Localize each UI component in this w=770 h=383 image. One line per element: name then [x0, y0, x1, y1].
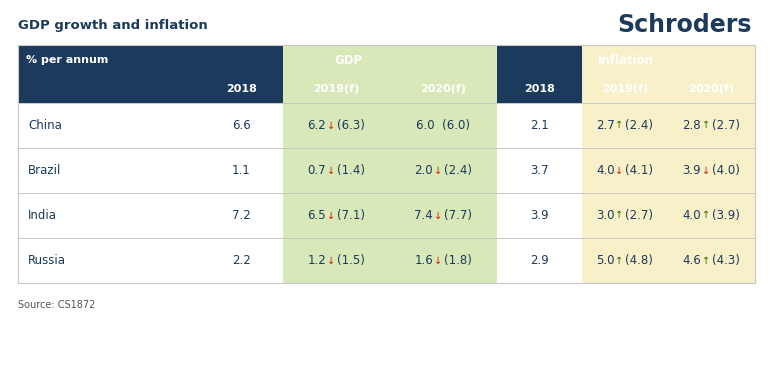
Text: 5.0: 5.0: [596, 254, 614, 267]
Text: Brazil: Brazil: [28, 164, 62, 177]
Text: 7.4: 7.4: [414, 209, 433, 222]
Text: (1.8): (1.8): [444, 254, 472, 267]
Text: 3.7: 3.7: [531, 164, 549, 177]
Text: (2.4): (2.4): [444, 164, 472, 177]
Bar: [18, 45, 755, 103]
Bar: [18, 45, 200, 103]
Text: (4.0): (4.0): [711, 164, 740, 177]
Bar: [582, 45, 668, 283]
Text: Russia: Russia: [28, 254, 66, 267]
Text: ↑: ↑: [615, 211, 624, 221]
Text: 2.9: 2.9: [530, 254, 549, 267]
Text: 0.7: 0.7: [307, 164, 326, 177]
Text: GDP growth and inflation: GDP growth and inflation: [18, 18, 208, 31]
Text: 2018: 2018: [226, 84, 257, 94]
Text: 4.6: 4.6: [682, 254, 701, 267]
Text: 2.1: 2.1: [530, 119, 549, 132]
Text: ↓: ↓: [327, 165, 335, 175]
Text: 1.1: 1.1: [232, 164, 251, 177]
Text: 2.0: 2.0: [414, 164, 433, 177]
Text: ↓: ↓: [434, 255, 442, 265]
Bar: [18, 45, 755, 283]
Text: 3.0: 3.0: [596, 209, 614, 222]
Text: China: China: [28, 119, 62, 132]
Text: ↓: ↓: [434, 165, 442, 175]
Text: 2.2: 2.2: [232, 254, 251, 267]
Text: 2018: 2018: [524, 84, 555, 94]
Bar: [390, 45, 497, 103]
Text: 3.9: 3.9: [531, 209, 549, 222]
Bar: [582, 45, 668, 103]
Text: ↑: ↑: [615, 121, 624, 131]
Text: 2020(f): 2020(f): [420, 84, 467, 94]
Text: ↓: ↓: [327, 121, 335, 131]
Text: ↑: ↑: [702, 211, 710, 221]
Text: (7.1): (7.1): [336, 209, 365, 222]
Text: Schroders: Schroders: [618, 13, 752, 37]
Text: 2019(f): 2019(f): [602, 84, 648, 94]
Text: (4.8): (4.8): [625, 254, 653, 267]
Text: 7.2: 7.2: [232, 209, 251, 222]
Text: 2019(f): 2019(f): [313, 84, 360, 94]
Bar: [283, 45, 390, 283]
Text: 6.6: 6.6: [232, 119, 251, 132]
Text: ↑: ↑: [702, 255, 710, 265]
Text: 6.2: 6.2: [307, 119, 326, 132]
Text: (6.3): (6.3): [336, 119, 365, 132]
Text: ↓: ↓: [327, 211, 335, 221]
Text: (7.7): (7.7): [444, 209, 472, 222]
Text: (2.7): (2.7): [625, 209, 653, 222]
Bar: [668, 45, 755, 283]
Text: ↑: ↑: [615, 255, 624, 265]
Text: ↓: ↓: [702, 165, 710, 175]
Text: (1.4): (1.4): [336, 164, 365, 177]
Text: (2.4): (2.4): [625, 119, 653, 132]
Bar: [200, 45, 283, 103]
Text: ↓: ↓: [434, 211, 442, 221]
Text: 4.0: 4.0: [596, 164, 614, 177]
Text: 6.0  (6.0): 6.0 (6.0): [417, 119, 470, 132]
Text: 1.6: 1.6: [414, 254, 433, 267]
Bar: [283, 45, 390, 103]
Text: ↓: ↓: [327, 255, 335, 265]
Text: Inflation: Inflation: [598, 54, 654, 67]
Text: India: India: [28, 209, 57, 222]
Text: 6.5: 6.5: [307, 209, 326, 222]
Text: (4.3): (4.3): [711, 254, 740, 267]
Text: GDP: GDP: [334, 54, 363, 67]
Bar: [18, 45, 755, 103]
Text: Source: CS1872: Source: CS1872: [18, 300, 95, 310]
Bar: [497, 45, 582, 103]
Text: 3.9: 3.9: [682, 164, 701, 177]
Text: 4.0: 4.0: [682, 209, 701, 222]
Text: 1.2: 1.2: [307, 254, 326, 267]
Text: ↓: ↓: [615, 165, 624, 175]
Text: (2.7): (2.7): [711, 119, 740, 132]
Text: (4.1): (4.1): [625, 164, 653, 177]
Text: ↑: ↑: [702, 121, 710, 131]
Text: 2020(f): 2020(f): [688, 84, 735, 94]
Text: (3.9): (3.9): [711, 209, 740, 222]
Text: % per annum: % per annum: [26, 55, 109, 65]
Bar: [668, 45, 755, 103]
Text: (1.5): (1.5): [336, 254, 365, 267]
Text: 2.7: 2.7: [596, 119, 614, 132]
Text: 2.8: 2.8: [682, 119, 701, 132]
Bar: [390, 45, 497, 283]
